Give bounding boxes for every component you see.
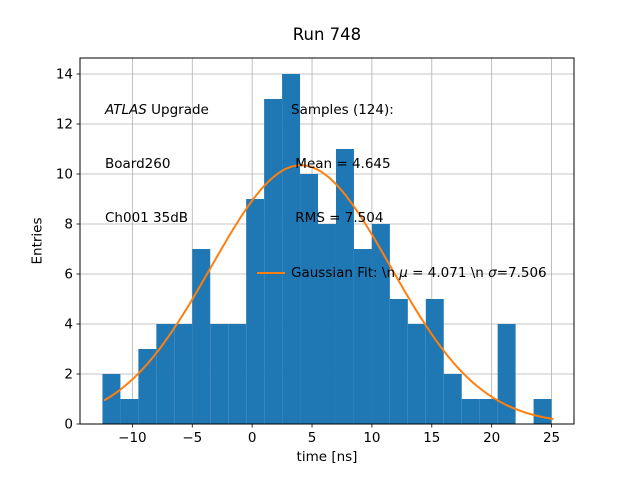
chart-title: Run 748 (292, 25, 362, 44)
histogram-bar (443, 374, 462, 424)
y-tick-label: 0 (64, 417, 73, 433)
histogram-bar (371, 224, 390, 424)
annotation-block: ATLAS Upgrade Board260 Ch001 35dB (105, 65, 209, 263)
histogram-bar (102, 374, 121, 424)
x-tick-label: 10 (363, 430, 380, 446)
y-tick-label: 10 (56, 167, 73, 183)
histogram-bar (210, 324, 229, 424)
legend-gaussian-label: Gaussian Fit: \n μ = 4.071 \n σ=7.506 (291, 265, 547, 281)
histogram-bar (461, 399, 480, 424)
histogram-bar (479, 399, 498, 424)
histogram-bar (389, 299, 408, 424)
legend-gaussian-entry: Gaussian Fit: \n μ = 4.071 \n σ=7.506 (257, 264, 547, 282)
legend-rms-value: RMS = 7.504 (291, 210, 384, 226)
histogram-bar (246, 199, 265, 424)
histogram-bar (120, 399, 139, 424)
y-tick-label: 2 (64, 367, 73, 383)
y-tick-label: 14 (56, 67, 73, 83)
y-tick-label: 8 (64, 217, 73, 233)
x-tick-label: −10 (118, 430, 147, 446)
x-tick-label: −5 (182, 430, 202, 446)
legend: Samples (124): Mean = 4.645 RMS = 7.504 … (257, 65, 547, 318)
tick-marks: −10 −5 0 5 10 15 20 25 0 2 4 6 8 10 12 14 (56, 67, 560, 447)
histogram-bar (407, 324, 426, 424)
legend-mean-value: Mean = 4.645 (291, 156, 391, 172)
y-tick-label: 6 (64, 267, 73, 283)
histogram-bar (497, 324, 516, 424)
histogram-bar (192, 249, 211, 424)
histogram-bar (138, 349, 157, 424)
y-axis-label: Entries (29, 217, 46, 265)
annotation-line-channel: Ch001 35dB (105, 210, 189, 226)
x-tick-label: 15 (423, 430, 440, 446)
histogram-bar (425, 299, 444, 424)
annotation-line-experiment: ATLAS Upgrade (105, 102, 209, 118)
histogram-bar (335, 149, 354, 424)
histogram-bar (300, 174, 319, 424)
axes-spines (79, 57, 575, 425)
y-tick-label: 12 (56, 117, 73, 133)
histogram-bar (156, 324, 175, 424)
histogram-bar (174, 324, 193, 424)
legend-samples-title: Samples (124): (291, 102, 394, 118)
x-tick-label: 0 (248, 430, 257, 446)
x-tick-label: 5 (308, 430, 317, 446)
gaussian-fit-legend-line (257, 272, 285, 274)
histogram-bar (318, 224, 336, 424)
x-tick-label: 20 (483, 430, 500, 446)
histogram-bar (228, 324, 247, 424)
y-tick-label: 4 (64, 317, 73, 333)
x-axis-label: time [ns] (296, 449, 358, 465)
x-tick-label: 25 (543, 430, 560, 446)
histogram-bar (533, 399, 552, 424)
gaussian-fit-curve (103, 164, 554, 420)
histogram-bar (282, 74, 301, 424)
histogram-bars (102, 74, 552, 424)
annotation-line-board: Board260 (105, 156, 171, 172)
histogram-bar (353, 249, 372, 424)
